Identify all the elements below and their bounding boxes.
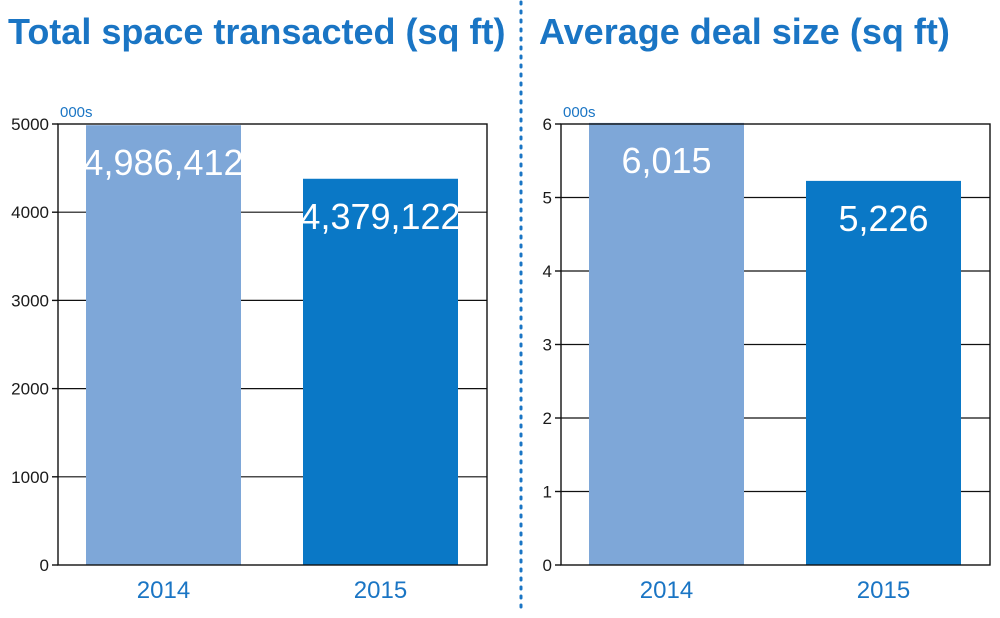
y-tick-label: 5 [543, 189, 552, 208]
y-tick-label: 0 [543, 556, 552, 575]
data-label: 4,379,122 [300, 196, 460, 237]
y-tick-label: 6 [543, 115, 552, 134]
category-label: 2015 [857, 577, 910, 604]
data-label: 4,986,412 [83, 142, 243, 183]
y-tick-label: 2 [543, 409, 552, 428]
unit-label: 000s [60, 104, 93, 121]
y-tick-label: 5000 [11, 115, 49, 134]
bar-2014 [86, 125, 241, 566]
y-tick-label: 3000 [11, 291, 49, 310]
y-tick-label: 4000 [11, 203, 49, 222]
plot-frame [57, 123, 488, 566]
category-label: 2015 [354, 577, 407, 604]
y-tick-label: 4 [543, 262, 552, 281]
bar-2015 [806, 180, 961, 565]
y-tick-label: 1 [543, 483, 552, 502]
bar-2015 [303, 178, 458, 565]
category-label: 2014 [640, 577, 693, 604]
y-tick-label: 2000 [11, 380, 49, 399]
y-tick-label: 0 [40, 556, 49, 575]
category-label: 2014 [137, 577, 190, 604]
bar-2014 [589, 122, 744, 566]
y-tick-label: 1000 [11, 468, 49, 487]
chart-title: Total space transacted (sq ft) [8, 11, 505, 52]
chart-title: Average deal size (sq ft) [539, 11, 950, 52]
total-space-chart: Total space transacted (sq ft) 000s 4,986,… [8, 11, 505, 604]
average-deal-size-chart: Average deal size (sq ft)000s6,01520145,… [539, 11, 991, 604]
unit-label: 000s [563, 104, 596, 121]
y-tick-label: 3 [543, 336, 552, 355]
data-label: 5,226 [838, 198, 928, 239]
data-label: 6,015 [621, 140, 711, 181]
